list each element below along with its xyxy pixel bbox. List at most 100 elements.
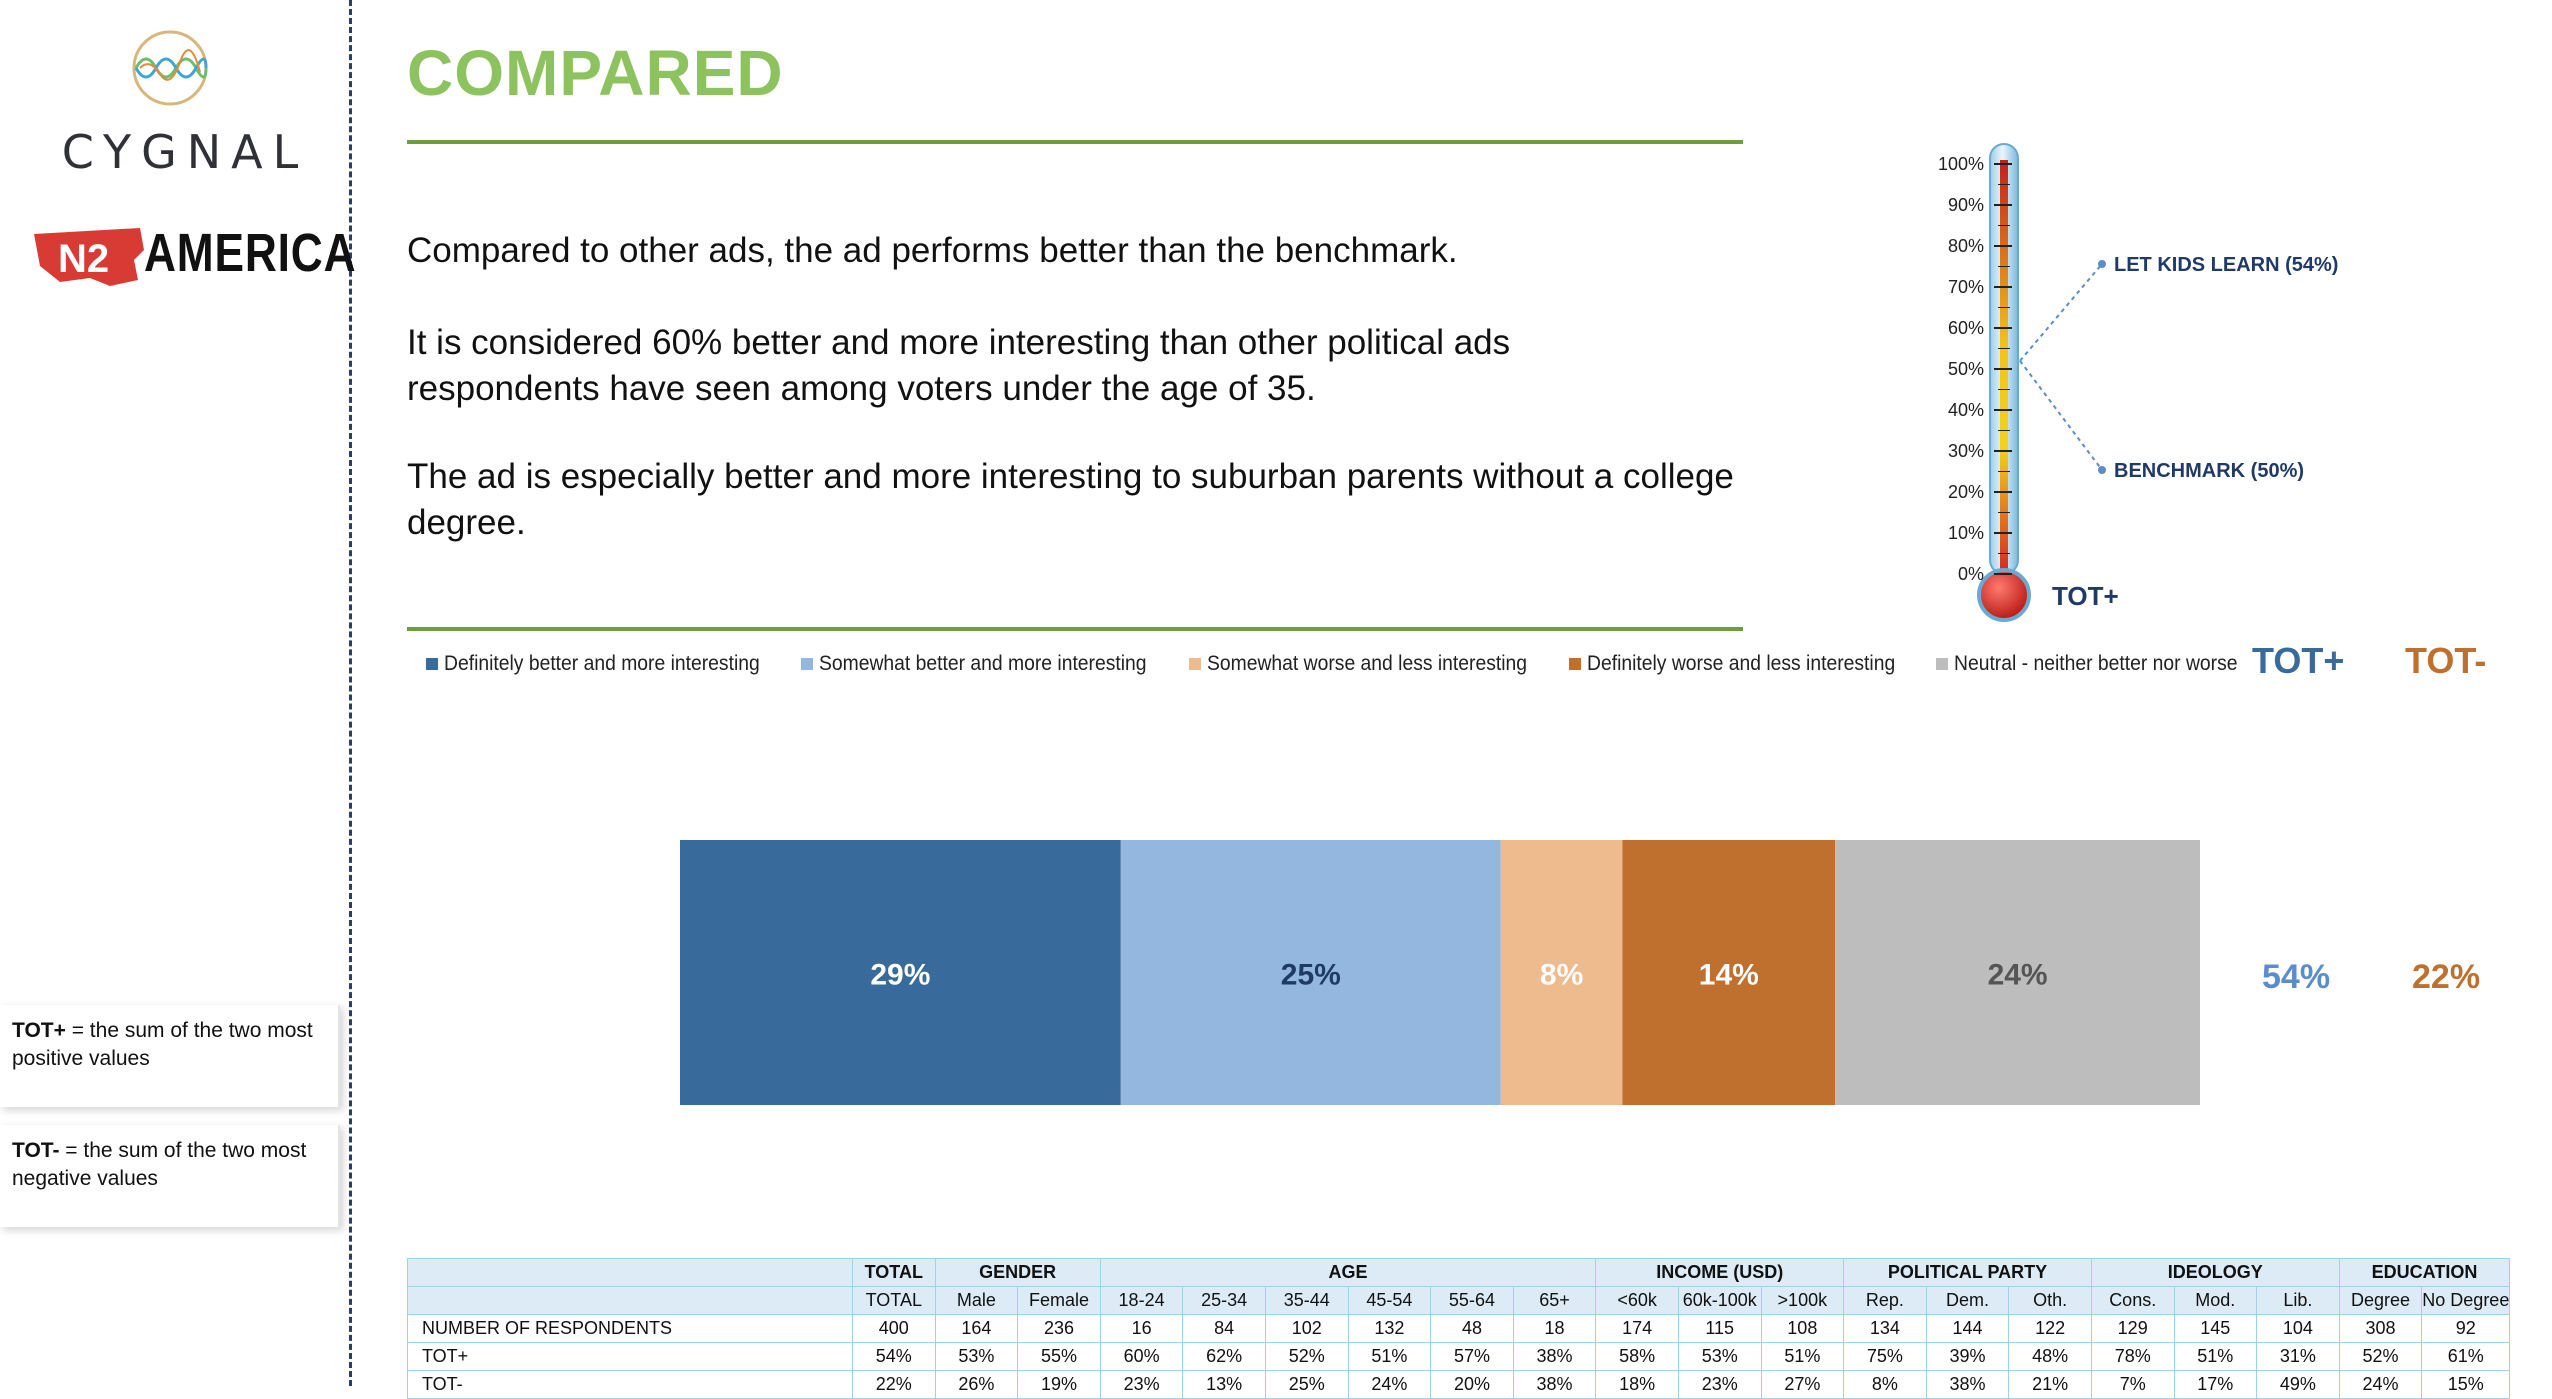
crosstab-cell: 122	[2008, 1314, 2092, 1343]
crosstab-row-label: NUMBER OF RESPONDENTS	[407, 1314, 853, 1343]
paragraph-2: It is considered 60% better and more int…	[407, 323, 1511, 408]
crosstab-cell: 39%	[1925, 1342, 2010, 1371]
crosstab-cell: 164	[934, 1314, 1019, 1343]
crosstab-cell: 38%	[1512, 1342, 1597, 1371]
crosstab-column-header: Lib.	[2256, 1286, 2340, 1315]
n2-logo-mark: N2	[58, 237, 109, 281]
note-text: = the sum of the two most positive value…	[12, 1019, 313, 1070]
crosstab-group-header: POLITICAL PARTY	[1843, 1258, 2092, 1287]
crosstab-column-header: Dem.	[1925, 1286, 2010, 1315]
note-term: TOT-	[12, 1139, 60, 1162]
crosstab-column-header: Degree	[2338, 1286, 2423, 1315]
callout-dot	[2098, 260, 2106, 268]
crosstab-cell: 84	[1182, 1314, 1266, 1343]
crosstab-cell: 18	[1512, 1314, 1597, 1343]
crosstab-column-header: >100k	[1760, 1286, 1845, 1315]
crosstab-row-label: TOT+	[407, 1342, 853, 1371]
crosstab-group-header: TOTAL	[852, 1258, 936, 1287]
crosstab-cell: 53%	[934, 1342, 1019, 1371]
crosstab-group-header: INCOME (USD)	[1595, 1258, 1845, 1287]
tot-plus-value: 54%	[2262, 958, 2331, 996]
bar-data-label: 25%	[1281, 959, 1341, 992]
crosstab-column-header: 55-64	[1430, 1286, 1514, 1315]
legend-item-definitely-worse: Definitely worse and less interesting	[1569, 652, 1922, 676]
crosstab-cell: 22%	[852, 1370, 936, 1399]
thermometer-tick-label: 20%	[1948, 482, 1984, 502]
crosstab-corner	[407, 1286, 853, 1315]
crosstab-cell: 51%	[1760, 1342, 1845, 1371]
tot-minus-value: 22%	[2412, 958, 2481, 996]
crosstab-cell: 24%	[2338, 1370, 2423, 1399]
crosstab-cell: 174	[1595, 1314, 1679, 1343]
crosstab-column-header: <60k	[1595, 1286, 1679, 1315]
paragraph-3: The ad is especially better and more int…	[407, 457, 1734, 542]
legend-swatch	[801, 658, 814, 670]
crosstab-cell: 27%	[1760, 1370, 1845, 1399]
crosstab-row-label: TOT-	[407, 1370, 853, 1399]
cygnal-logo-icon	[132, 30, 208, 106]
legend-label: Neutral - neither better nor worse	[1954, 652, 2238, 675]
crosstab-cell: 92	[2421, 1314, 2511, 1343]
bar-segment	[1622, 840, 1836, 1105]
page-title: COMPARED	[407, 37, 784, 109]
crosstab-column-header: 18-24	[1099, 1286, 1184, 1315]
crosstab-group-row: TOTAL GENDER AGE INCOME (USD) POLITICAL PART…	[407, 1258, 2511, 1287]
crosstab-cell: 7%	[2090, 1370, 2175, 1399]
crosstab-cell: 52%	[2338, 1342, 2423, 1371]
thermometer-tick-label: 30%	[1948, 441, 1984, 461]
crosstab-column-header: 25-34	[1182, 1286, 1266, 1315]
crosstab-column-header: 65+	[1512, 1286, 1597, 1315]
crosstab-cell: 102	[1264, 1314, 1349, 1343]
chart-legend: Definitely better and more interesting S…	[426, 652, 2276, 676]
thermometer-tick-label: 40%	[1948, 400, 1984, 420]
legend-swatch	[1569, 658, 1582, 670]
crosstab-group-header: GENDER	[934, 1258, 1101, 1287]
thermometer-tick-label: 70%	[1948, 277, 1984, 297]
note-text: = the sum of the two most negative value…	[12, 1139, 307, 1190]
crosstab-column-row: TOTAL Male Female 18-24 25-34 35-44 45-54 55-64…	[407, 1286, 2511, 1315]
crosstab-column-header: Mod.	[2173, 1286, 2258, 1315]
bar-data-label: 14%	[1699, 959, 1759, 992]
crosstab-column-header: 35-44	[1264, 1286, 1349, 1315]
crosstab-cell: 145	[2173, 1314, 2258, 1343]
callout-dot	[2098, 466, 2106, 474]
legend-label: Definitely better and more interesting	[444, 652, 760, 675]
crosstab-cell: 15%	[2421, 1370, 2511, 1399]
crosstab-cell: 400	[852, 1314, 936, 1343]
thermometer-tick-label: 90%	[1948, 195, 1984, 215]
crosstab-cell: 23%	[1677, 1370, 1762, 1399]
crosstab-cell: 53%	[1677, 1342, 1762, 1371]
crosstab-cell: 236	[1017, 1314, 1101, 1343]
tot-minus-header: TOT-	[2405, 640, 2487, 681]
crosstab-cell: 62%	[1182, 1342, 1266, 1371]
crosstab-group-header: EDUCATION	[2338, 1258, 2511, 1287]
bar-data-label: 24%	[1988, 959, 2048, 992]
thermometer-tick-label: 0%	[1958, 564, 1984, 584]
bar-segment	[680, 840, 1121, 1105]
crosstab-cell: 24%	[1347, 1370, 1432, 1399]
crosstab-cell: 49%	[2256, 1370, 2340, 1399]
crosstab-cell: 18%	[1595, 1370, 1679, 1399]
crosstab-cell: 78%	[2090, 1342, 2175, 1371]
crosstab-cell: 31%	[2256, 1342, 2340, 1371]
crosstab-cell: 144	[1925, 1314, 2010, 1343]
crosstab-cell: 38%	[1512, 1370, 1597, 1399]
crosstab-cell: 20%	[1430, 1370, 1514, 1399]
callout-leader-line	[2019, 263, 2103, 362]
callout-leader-line	[2019, 360, 2103, 471]
crosstab-cell: 23%	[1099, 1370, 1184, 1399]
callout-label: BENCHMARK (50%)	[2114, 460, 2304, 482]
crosstab-group-header: AGE	[1099, 1258, 1597, 1287]
n2-america-logo-icon: N2	[34, 228, 144, 286]
legend-item-somewhat-better: Somewhat better and more interesting	[801, 652, 1175, 676]
table-row: TOT+ 54% 53% 55% 60% 62% 52% 51% 57% 38% 58% 53% 51%…	[407, 1342, 2511, 1371]
crosstab-column-header: Rep.	[1843, 1286, 1927, 1315]
crosstab-cell: 61%	[2421, 1342, 2511, 1371]
crosstab-cell: 38%	[1925, 1370, 2010, 1399]
thermometer-graphic: 0% 10% 20% 30% 40% 50% 60% 70% 80% 90% 100% LET KI…	[1938, 143, 2338, 622]
crosstab-cell: 17%	[2173, 1370, 2258, 1399]
crosstab-cell: 48%	[2008, 1342, 2092, 1371]
thermometer-bulb	[1977, 568, 2031, 622]
crosstab-column-header: 60k-100k	[1677, 1286, 1762, 1315]
crosstab-cell: 104	[2256, 1314, 2340, 1343]
